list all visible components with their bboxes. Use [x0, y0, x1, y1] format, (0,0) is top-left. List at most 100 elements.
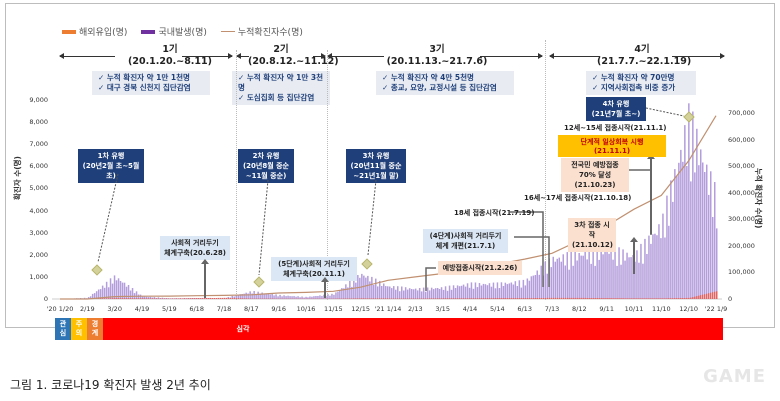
event-vaccination-start: 예방접종시작(21.2.26) — [438, 261, 522, 275]
period-1-info-line: ✓ 누적 확진자 약 1만 1천명 — [98, 73, 190, 82]
x-axis-tick: 7/13 — [544, 305, 560, 313]
x-axis-tick: 2/19 — [80, 305, 95, 313]
period-1-arrow-left — [59, 53, 115, 59]
right-axis-tick: 400,000 — [728, 188, 755, 197]
right-axis-tick: 100,000 — [728, 268, 755, 277]
legend-overseas: 해외유입(명) — [62, 25, 127, 38]
left-axis-tick: 4,000 — [29, 206, 48, 215]
event-text: (21.10.23) — [574, 181, 616, 189]
period-1-arrow-right — [182, 53, 233, 59]
x-axis-tick: '21 1/14 — [374, 305, 402, 313]
figure-caption: 그림 1. 코로나19 확진자 발생 2년 추이 — [10, 378, 211, 392]
period-divider — [236, 50, 237, 300]
event-arrow-up-icon — [630, 237, 638, 274]
event-booster: 3차 접종 시작 (21.10.12) — [568, 218, 616, 252]
right-axis-tick: 300,000 — [728, 215, 755, 224]
period-1-name: 1기 — [162, 44, 178, 55]
right-axis-tick: 200,000 — [728, 241, 755, 250]
stage-label: 심각 — [236, 324, 250, 333]
legend-domestic: 국내발생(명) — [141, 25, 207, 38]
x-axis-tick: '20 1/20 — [46, 305, 74, 313]
period-4-range: (21.7.7.~22.1.19) — [597, 56, 692, 67]
right-axis-tick: 700,000 — [728, 109, 755, 117]
left-axis-tick: 0 — [43, 295, 48, 303]
event-text: (5단계)사회적 거리두기 — [278, 260, 350, 268]
event-arrow-up-icon — [201, 259, 209, 298]
wave-2-period: (20년8월 중순 — [242, 162, 289, 170]
daily-bars — [62, 103, 718, 299]
period-3-name: 3기 — [429, 44, 445, 55]
event-text: (21.10.12) — [572, 241, 613, 249]
x-axis-tick: 3/15 — [435, 305, 450, 313]
x-axis-tick: 4/14 — [462, 305, 478, 313]
wave-3-label: 3차 유행 (20년11월 중순 ~21년1월 말) — [346, 149, 406, 183]
period-2-heading: 2기 (20.8.12.~11.12) — [248, 44, 339, 68]
event-text: 체계 개편(21.7.1) — [435, 242, 496, 250]
period-2-info-line: ✓ 도심집회 등 집단감염 — [238, 93, 315, 102]
event-distancing-2020: 사회적 거리두기 체계구축(20.6.28) — [160, 236, 230, 260]
x-axis-tick: 2/13 — [408, 305, 423, 313]
x-axis-tick: 11/10 — [651, 305, 671, 313]
period-1-info-line: ✓ 대구 경북 신천지 집단감염 — [98, 83, 191, 92]
wave-4-title: 4차 유행 — [602, 100, 630, 108]
wave-1-title: 1차 유행 — [97, 152, 125, 160]
legend-cumulative: 누적확진자수(명) — [220, 25, 303, 38]
legend-label-domestic: 국내발생(명) — [158, 28, 207, 38]
wave-1-pointer — [97, 173, 119, 263]
period-2-info: ✓ 누적 확진자 약 1만 3천명 ✓ 도심집회 등 집단감염 — [232, 71, 330, 105]
period-4-arrow-left — [549, 53, 600, 59]
x-axis-tick: 4/19 — [134, 305, 150, 313]
right-axis-tick: 0 — [728, 295, 733, 303]
event-arrow-up-icon — [321, 277, 329, 298]
legend-label-cumulative: 누적확진자수(명) — [237, 28, 303, 38]
period-1-range: (20.1.20.~8.11) — [128, 56, 212, 67]
event-vacc70: 전국민 예방접종 70% 달성 (21.10.23) — [561, 158, 629, 192]
x-axis-tick: 12/15 — [351, 305, 371, 313]
event-distancing-5step: (5단계)사회적 거리두기 체계구축(20.11.1) — [271, 257, 357, 281]
period-divider — [545, 40, 546, 300]
x-axis-tick: 5/19 — [162, 305, 177, 313]
stage-severe: 심각 — [103, 318, 723, 340]
event-text: (4단계)사회적 거리두기 — [429, 232, 502, 240]
wave-1-period: (20년2월 초~5월 초) — [82, 162, 140, 180]
period-2-name: 2기 — [273, 44, 289, 55]
period-4-info: ✓ 누적 확진자 약 70만명 ✓ 지역사회접촉 비중 증가 — [586, 71, 696, 95]
x-axis-tick: 10/16 — [296, 305, 316, 313]
period-2-info-line: ✓ 누적 확진자 약 1만 3천명 — [238, 73, 323, 92]
wave-4-period: (21년7월 초~) — [591, 110, 641, 118]
event-age12-15: 12세~15세 접종시작(21.11.1) — [564, 124, 667, 132]
left-axis-tick: 3,000 — [29, 228, 48, 237]
period-2-range: (20.8.12.~11.12) — [248, 56, 339, 67]
wave-2-title: 2차 유행 — [252, 152, 280, 160]
wave-3-period: (20년11월 중순 — [350, 162, 402, 170]
wave-3-period-end: ~21년1월 말) — [353, 172, 399, 180]
x-axis-tick: 11/15 — [323, 305, 343, 313]
period-3-info-line: ✓ 종교, 요양, 교정시설 등 집단감염 — [382, 83, 497, 92]
event-text: 사회적 거리두기 — [171, 239, 219, 247]
stage-label: 관심 — [59, 320, 67, 337]
stage-caution: 주의 — [71, 318, 87, 340]
wave-2-period-end: ~11월 중순) — [245, 172, 287, 180]
event-text: 체계구축(20.11.1) — [283, 270, 345, 278]
left-axis-tick: 8,000 — [29, 118, 48, 127]
x-axis-tick: 9/11 — [599, 305, 614, 313]
event-distancing-4step: (4단계)사회적 거리두기 체계 개편(21.7.1) — [423, 229, 508, 253]
period-4-heading: 4기 (21.7.7.~22.1.19) — [597, 44, 692, 68]
event-text: 전국민 예방접종 — [571, 161, 619, 169]
x-axis-tick: 9/16 — [271, 305, 286, 313]
x-axis-tick: 6/18 — [189, 305, 204, 313]
wave-2-label: 2차 유행 (20년8월 중순 ~11월 중순) — [238, 149, 294, 183]
legend-swatch-overseas — [62, 29, 76, 34]
x-axis-tick: '22 1/9 — [704, 305, 728, 313]
x-axis-tick: 7/18 — [216, 305, 232, 313]
event-text: 70% 달성 — [578, 171, 612, 179]
period-3-info-line: ✓ 누적 확진자 약 4만 5천명 — [382, 73, 474, 82]
watermark-logo: GAME — [703, 366, 766, 387]
x-axis-tick: 6/13 — [517, 305, 532, 313]
period-3-heading: 3기 (20.11.13.~21.7.6) — [382, 44, 492, 68]
overseas-bars — [74, 291, 718, 299]
period-divider — [327, 50, 328, 300]
